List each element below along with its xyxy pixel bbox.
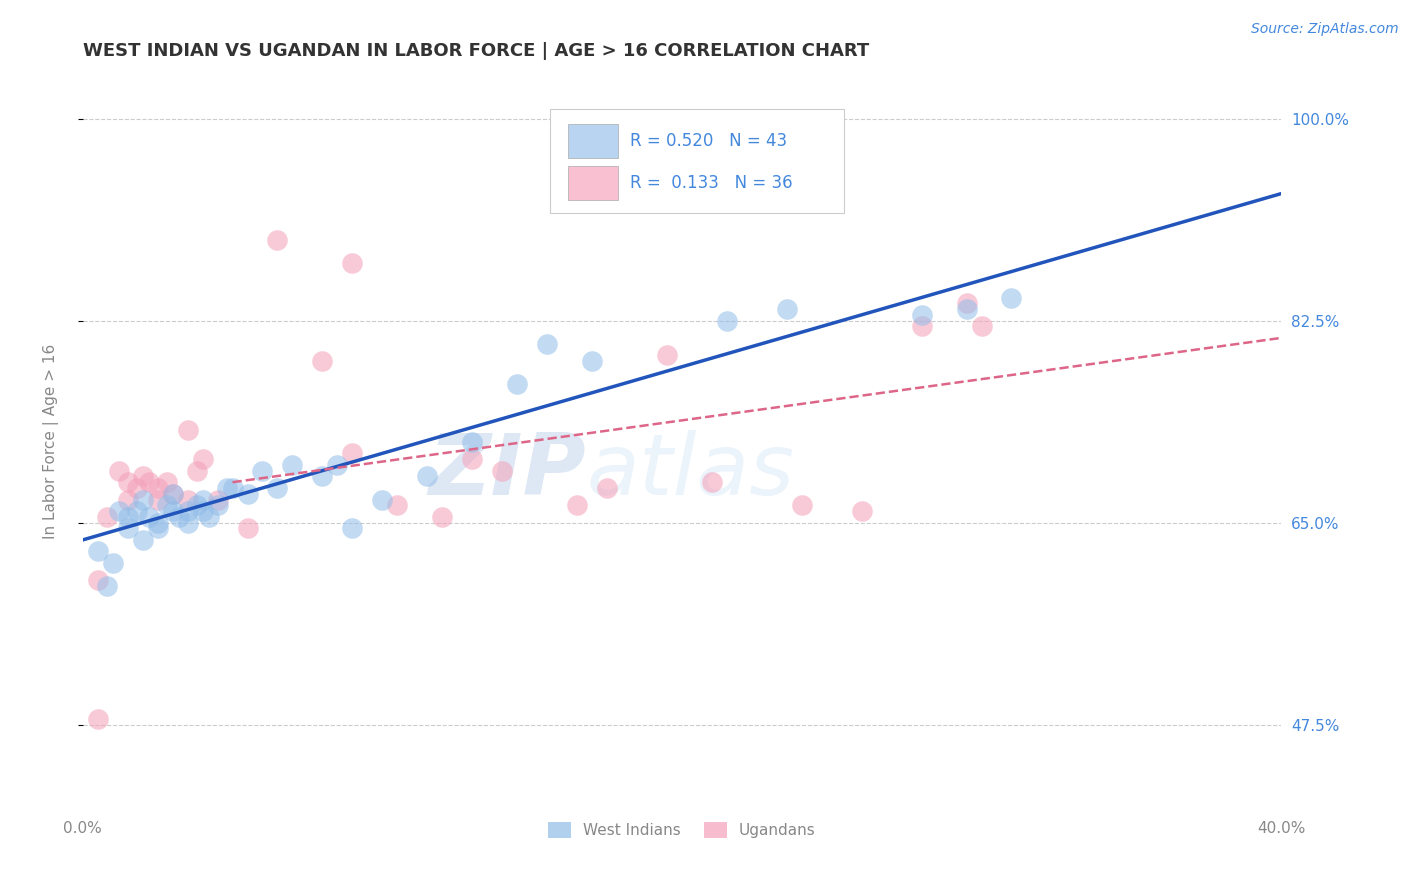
Point	[910, 308, 932, 322]
Point	[655, 348, 678, 362]
Point	[186, 498, 208, 512]
Point	[266, 233, 288, 247]
Point	[387, 498, 409, 512]
Point	[910, 319, 932, 334]
Point	[281, 458, 304, 472]
Point	[146, 516, 169, 530]
Legend: West Indians, Ugandans: West Indians, Ugandans	[541, 816, 823, 844]
Point	[326, 458, 349, 472]
Point	[86, 574, 108, 588]
Point	[117, 521, 139, 535]
Point	[138, 509, 160, 524]
Point	[96, 509, 118, 524]
Point	[1000, 291, 1022, 305]
Point	[131, 492, 153, 507]
Point	[86, 712, 108, 726]
Point	[146, 492, 169, 507]
Point	[107, 504, 129, 518]
Point	[167, 509, 190, 524]
Point	[342, 446, 364, 460]
Point	[506, 377, 529, 392]
Point	[138, 475, 160, 490]
Text: R =  0.133   N = 36: R = 0.133 N = 36	[630, 174, 793, 193]
Point	[156, 498, 179, 512]
Point	[197, 509, 219, 524]
Point	[461, 434, 484, 449]
Point	[581, 354, 603, 368]
Point	[131, 533, 153, 547]
Point	[955, 296, 977, 310]
Point	[215, 481, 238, 495]
Point	[342, 521, 364, 535]
Point	[432, 509, 454, 524]
Point	[955, 301, 977, 316]
Point	[107, 464, 129, 478]
Point	[790, 498, 813, 512]
Point	[156, 475, 179, 490]
Point	[101, 556, 124, 570]
Point	[176, 504, 198, 518]
Point	[851, 504, 873, 518]
FancyBboxPatch shape	[550, 110, 844, 213]
Point	[117, 509, 139, 524]
Point	[776, 301, 799, 316]
Point	[96, 579, 118, 593]
Point	[207, 498, 229, 512]
Point	[416, 469, 439, 483]
Point	[117, 475, 139, 490]
Point	[565, 498, 588, 512]
Point	[311, 469, 333, 483]
Point	[125, 504, 148, 518]
Point	[596, 481, 619, 495]
FancyBboxPatch shape	[568, 124, 619, 158]
Point	[266, 481, 288, 495]
Point	[311, 354, 333, 368]
Point	[461, 452, 484, 467]
Point	[700, 475, 723, 490]
Point	[191, 452, 214, 467]
Point	[162, 487, 184, 501]
Point	[176, 423, 198, 437]
Point	[162, 487, 184, 501]
Point	[970, 319, 993, 334]
Point	[86, 544, 108, 558]
Text: R = 0.520   N = 43: R = 0.520 N = 43	[630, 132, 787, 150]
Point	[176, 516, 198, 530]
Point	[117, 492, 139, 507]
Point	[191, 492, 214, 507]
Point	[371, 492, 394, 507]
Y-axis label: In Labor Force | Age > 16: In Labor Force | Age > 16	[44, 344, 59, 540]
Point	[236, 521, 259, 535]
Point	[176, 492, 198, 507]
FancyBboxPatch shape	[568, 166, 619, 200]
Text: ZIP: ZIP	[429, 430, 586, 513]
Point	[125, 481, 148, 495]
Point	[252, 464, 274, 478]
Point	[221, 481, 243, 495]
Point	[162, 504, 184, 518]
Text: Source: ZipAtlas.com: Source: ZipAtlas.com	[1251, 22, 1399, 37]
Text: WEST INDIAN VS UGANDAN IN LABOR FORCE | AGE > 16 CORRELATION CHART: WEST INDIAN VS UGANDAN IN LABOR FORCE | …	[83, 42, 869, 60]
Point	[491, 464, 513, 478]
Point	[536, 336, 558, 351]
Point	[236, 487, 259, 501]
Point	[146, 521, 169, 535]
Point	[131, 469, 153, 483]
Point	[716, 313, 738, 327]
Point	[146, 481, 169, 495]
Point	[207, 492, 229, 507]
Point	[186, 464, 208, 478]
Text: atlas: atlas	[586, 430, 794, 513]
Point	[191, 504, 214, 518]
Point	[342, 256, 364, 270]
